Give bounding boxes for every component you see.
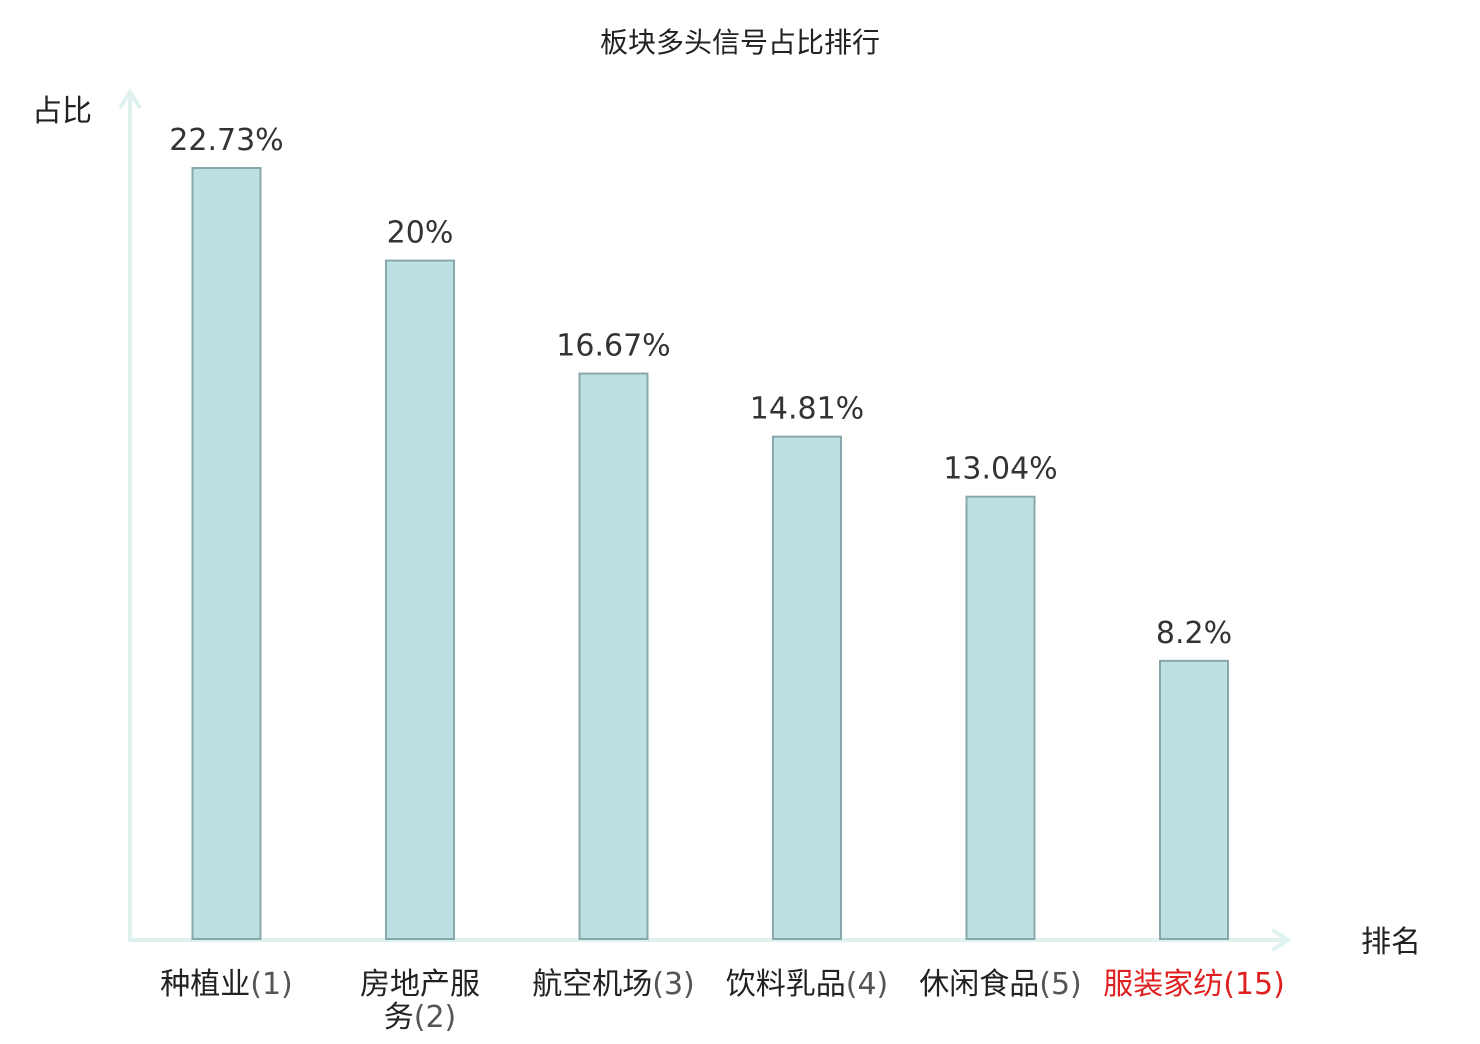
category-label-2: 房地产服务(2) — [360, 967, 480, 1035]
bar-1 — [191, 167, 262, 940]
category-label-4: 饮料乳品(4) — [726, 967, 889, 1002]
value-label-3: 16.67% — [556, 329, 670, 364]
x-axis-arrowhead — [1270, 928, 1292, 952]
category-label-6: 服装家纺(15) — [1103, 967, 1285, 1002]
y-axis-arrowhead — [118, 88, 142, 110]
bar-6 — [1159, 659, 1229, 940]
category-label-3: 航空机场(3) — [532, 967, 695, 1002]
value-label-1: 22.73% — [169, 123, 283, 158]
value-label-5: 13.04% — [943, 452, 1057, 487]
value-label-4: 14.81% — [750, 392, 864, 427]
bars-layer — [191, 167, 1229, 941]
value-labels-layer: 22.73% 20% 16.67% 14.81% 13.04% 8.2% — [169, 123, 1232, 651]
value-label-2: 20% — [387, 216, 454, 251]
x-axis-label: 排名 — [1361, 925, 1421, 960]
y-axis-label: 占比 — [32, 94, 92, 129]
category-label-1: 种植业(1) — [160, 967, 293, 1002]
chart-title: 板块多头信号占比排行 — [600, 26, 880, 59]
bar-4 — [772, 435, 842, 940]
bar-2 — [385, 259, 455, 941]
bar-5 — [965, 495, 1036, 940]
value-label-6: 8.2% — [1156, 616, 1232, 651]
category-label-5: 休闲食品(5) — [919, 967, 1082, 1002]
bar-3 — [578, 372, 649, 941]
category-labels-layer: 种植业(1) 房地产服务(2) 航空机场(3) 饮料乳品(4) 休闲食品(5) 服装家纺(… — [160, 967, 1285, 1035]
